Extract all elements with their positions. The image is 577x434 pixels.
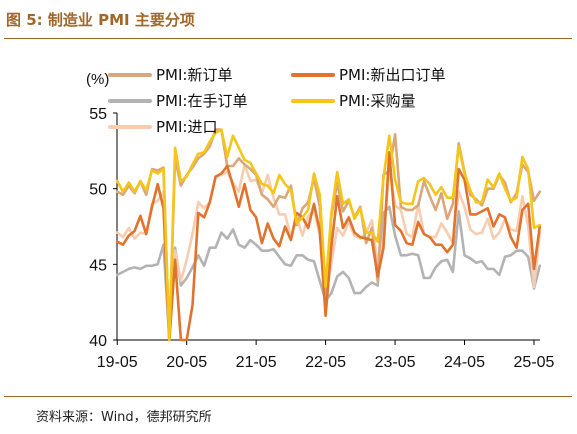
x-tick-label: 23-05: [375, 354, 416, 371]
figure-title: 图 5: 制造业 PMI 主要分项: [6, 11, 195, 29]
x-tick-label: 24-05: [444, 354, 485, 371]
x-tick-label: 21-05: [236, 354, 277, 371]
legend-label: PMI:进口: [156, 118, 217, 136]
y-tick-label: 45: [89, 257, 107, 274]
x-tick-label: 20-05: [166, 354, 207, 371]
x-tick-label: 22-05: [305, 354, 346, 371]
y-axis-unit-label: (%): [86, 71, 109, 88]
legend-label: PMI:新出口订单: [339, 66, 445, 84]
x-axis: 19-05 20-05 21-05 22-05 23-05 24-05 25-05: [97, 339, 555, 371]
legend-label: PMI:采购量: [339, 92, 415, 110]
series-line: [115, 151, 542, 342]
legend-label: PMI:新订单: [156, 66, 232, 84]
y-tick-label: 50: [89, 182, 107, 199]
x-tick-label: 19-05: [97, 354, 138, 371]
source-note: 资料来源：Wind，德邦研究所: [36, 410, 212, 425]
series-lines: [115, 128, 542, 342]
pmi-line-chart: (%) 40 45 50 55 19-05 20-05 21-05 22-05 23-05 24…: [86, 66, 555, 371]
title-rule: [4, 38, 572, 39]
y-axis: 40 45 50 55: [89, 106, 118, 350]
legend: PMI:新订单 PMI:新出口订单 PMI:在手订单 PMI:采购量 PMI:进口: [108, 66, 445, 136]
series-line: [115, 128, 542, 342]
footer-rule: [4, 396, 572, 397]
x-tick-label: 25-05: [514, 354, 555, 371]
y-tick-label: 55: [89, 106, 107, 123]
legend-label: PMI:在手订单: [156, 92, 247, 110]
y-tick-label: 40: [89, 333, 107, 350]
series-line: [115, 205, 542, 342]
